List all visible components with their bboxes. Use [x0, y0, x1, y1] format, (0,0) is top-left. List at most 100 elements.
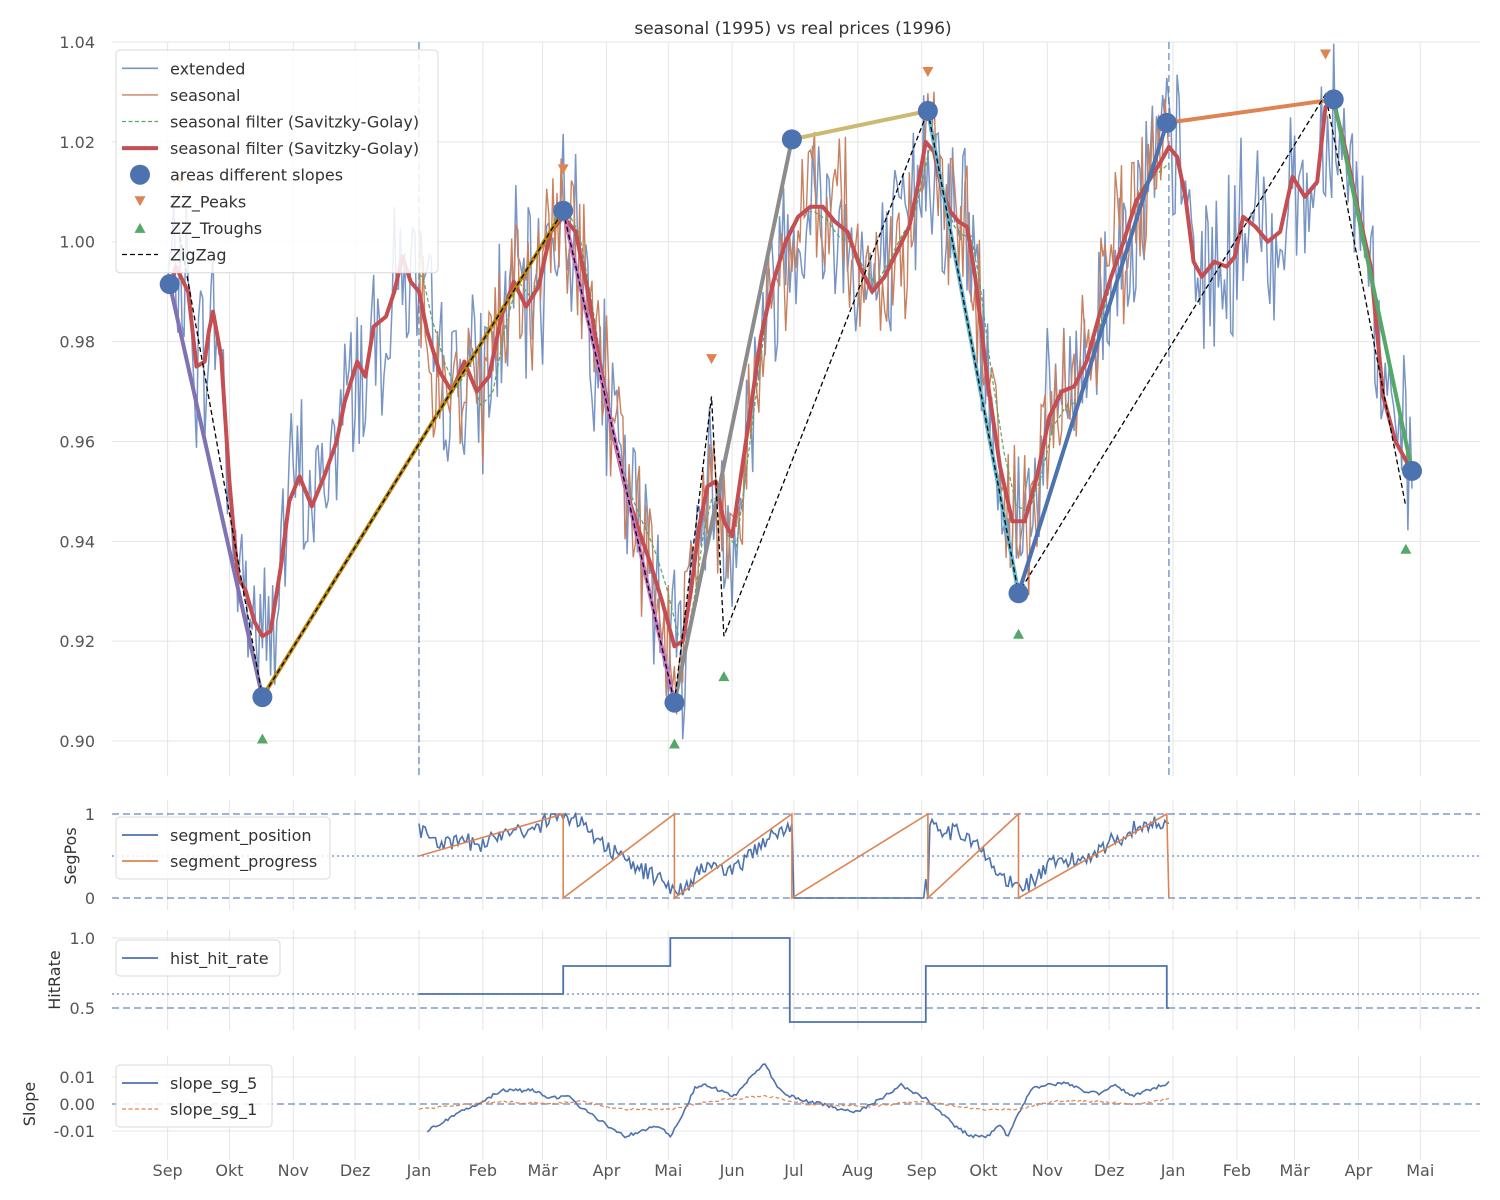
x-tick-label: Apr: [1345, 1161, 1373, 1180]
area-point-4: [781, 129, 802, 150]
slope-area-segment-8: [1331, 97, 1415, 473]
x-tick-label: Mai: [1406, 1161, 1434, 1180]
x-tick-label: Sep: [153, 1161, 183, 1180]
x-tick-label: Jun: [719, 1161, 745, 1180]
main-ytick-label: 1.04: [59, 33, 95, 52]
main-legend-label: ZZ_Peaks: [170, 192, 246, 212]
x-tick-label: Nov: [278, 1161, 309, 1180]
slope-legend-label: slope_sg_1: [170, 1100, 257, 1120]
segpos-ytick-label: 0: [85, 889, 95, 908]
segpos-y-tick-labels: 01: [85, 805, 95, 908]
slope-area-segment-0: [167, 282, 265, 700]
main-legend: extended seasonal seasonal filter (Savitzk…: [115, 49, 439, 274]
main-markers: [159, 49, 1423, 749]
segpos-series: [418, 811, 1170, 900]
x-tick-label: Jan: [406, 1161, 432, 1180]
main-y-tick-labels: 0.90 0.92 0.94 0.96 0.98 1.00 1.02 1.04: [59, 33, 95, 751]
main-legend-label: extended: [170, 59, 245, 78]
hitrate-legend-box: [115, 939, 281, 977]
main-ytick-label: 0.98: [59, 333, 95, 352]
main-legend-label: seasonal filter (Savitzky-Golay): [170, 139, 419, 158]
zz-trough-4: [1400, 543, 1412, 554]
x-tick-label: Jan: [1160, 1161, 1186, 1180]
x-tick-label: Aug: [842, 1161, 873, 1180]
seasonal-filter-thick-line: [167, 99, 1414, 649]
segpos-panel: 01: [85, 800, 1480, 910]
segpos-ytick-label: 1: [85, 805, 95, 824]
main-legend-label: ZigZag: [170, 246, 226, 265]
slope-sg-5-line: [426, 1063, 1170, 1139]
x-tick-label: Sep: [907, 1161, 937, 1180]
zz-peak-4: [1319, 49, 1331, 60]
segpos-ylabel: SegPos: [61, 827, 80, 884]
main-ytick-label: 0.90: [59, 732, 95, 751]
segpos-legend-label: segment_progress: [170, 852, 317, 872]
legend-key-4: [130, 164, 150, 185]
zz-trough-0: [256, 733, 268, 744]
slope-series: [418, 1063, 1170, 1139]
hitrate-ylabel: HitRate: [45, 950, 64, 1009]
area-point-0: [159, 274, 180, 295]
zz-trough-3: [1013, 628, 1025, 639]
area-point-7: [1156, 112, 1177, 133]
main-legend-label: seasonal filter (Savitzky-Golay): [170, 113, 419, 132]
x-tick-label: Okt: [215, 1161, 243, 1180]
zz-peak-1: [557, 164, 569, 175]
slope-area-segment-3: [672, 137, 794, 705]
main-ytick-label: 0.92: [59, 632, 95, 651]
x-tick-label: Dez: [340, 1161, 371, 1180]
x-tick-label: Jul: [783, 1161, 803, 1180]
x-tick-label: Mär: [1279, 1161, 1310, 1180]
slope-area-segment-6: [1016, 120, 1169, 596]
area-point-3: [664, 692, 685, 713]
zz-trough-1: [668, 738, 680, 749]
slope-ytick-label: -0.01: [54, 1122, 95, 1141]
slope-legend-label: slope_sg_5: [170, 1074, 257, 1094]
x-axis-month-labels: Sep Okt Nov Dez Jan Feb Mär Apr Mai Jun Jul Aug Sep O…: [153, 1161, 1435, 1180]
legend-key-6: [134, 222, 146, 233]
slope-area-segment-4: [789, 108, 930, 142]
hitrate-gridlines: [112, 930, 1480, 1030]
hist-hit-rate-line: [419, 937, 1169, 1023]
segpos-legend-box: [115, 816, 331, 880]
hitrate-panel: 0.5 1.0: [70, 929, 1480, 1030]
segpos-legend-label: segment_position: [170, 826, 312, 846]
slope-sg-1-line: [418, 1094, 1170, 1112]
main-series: [166, 43, 1414, 740]
zigzag-path: [179, 92, 1407, 703]
main-ytick-label: 0.96: [59, 432, 95, 451]
zz-peak-3: [922, 66, 934, 77]
hitrate-series: [419, 937, 1169, 1023]
x-tick-label: Okt: [969, 1161, 997, 1180]
hitrate-ytick-label: 1.0: [70, 929, 95, 948]
zz-trough-2: [718, 671, 730, 682]
x-tick-label: Apr: [593, 1161, 621, 1180]
area-point-2: [553, 200, 574, 221]
hitrate-y-tick-labels: 0.5 1.0: [70, 929, 95, 1018]
x-tick-label: Dez: [1094, 1161, 1125, 1180]
x-tick-label: Mai: [654, 1161, 682, 1180]
main-legend-label: seasonal: [170, 86, 241, 105]
x-tick-label: Nov: [1032, 1161, 1063, 1180]
hitrate-legend-label: hist_hit_rate: [170, 949, 269, 969]
slope-legend-box: [115, 1064, 273, 1128]
area-point-1: [252, 687, 273, 708]
area-point-5: [917, 100, 938, 121]
main-legend-label: ZZ_Troughs: [170, 219, 262, 239]
main-ytick-label: 1.00: [59, 233, 95, 252]
slope-y-tick-labels: -0.01 0.00 0.01: [54, 1068, 95, 1141]
main-ytick-label: 1.02: [59, 133, 95, 152]
main-legend-label: areas different slopes: [170, 166, 343, 185]
slope-ylabel: Slope: [20, 1082, 39, 1126]
seasonal-filter-dashed-line: [418, 144, 1170, 638]
slope-legend: slope_sg_5 slope_sg_1: [115, 1064, 273, 1128]
main-title: seasonal (1995) vs real prices (1996): [634, 19, 951, 39]
x-tick-label: Mär: [527, 1161, 558, 1180]
main-ytick-label: 0.94: [59, 532, 95, 551]
hitrate-ytick-label: 0.5: [70, 999, 95, 1018]
area-point-8: [1323, 89, 1344, 110]
segment-position-line: [418, 811, 1170, 899]
x-tick-label: Feb: [469, 1161, 497, 1180]
seasonal-line: [418, 91, 1170, 715]
segpos-legend: segment_position segment_progress: [115, 816, 331, 880]
